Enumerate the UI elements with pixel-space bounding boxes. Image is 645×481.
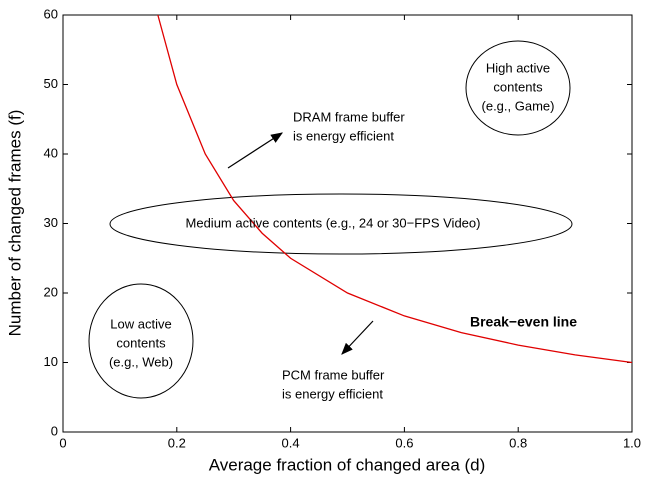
annotation: contents bbox=[493, 79, 543, 94]
ellipse bbox=[88, 283, 194, 399]
annotation: (e.g., Game) bbox=[482, 98, 555, 113]
annotation: is energy efficient bbox=[293, 128, 394, 143]
data-line bbox=[157, 14, 633, 364]
annotation: DRAM frame buffer bbox=[293, 109, 405, 124]
annotation: (e.g., Web) bbox=[109, 354, 173, 369]
y-tick-label: 60 bbox=[44, 6, 58, 21]
y-axis-label: Number of changed frames (f) bbox=[5, 110, 24, 337]
annotation: is energy efficient bbox=[282, 386, 383, 401]
x-tick-label: 0 bbox=[59, 435, 66, 450]
annotation: Low active bbox=[110, 316, 171, 331]
y-tick-label: 10 bbox=[44, 354, 58, 369]
annotation: PCM frame buffer bbox=[282, 367, 385, 382]
series-label: Break−even line bbox=[470, 314, 577, 330]
x-tick-label: 0.8 bbox=[509, 435, 527, 450]
annotation: contents bbox=[116, 335, 166, 350]
annotation: Medium active contents (e.g., 24 or 30−F… bbox=[186, 215, 481, 230]
x-axis-label: Average fraction of changed area (d) bbox=[209, 455, 486, 474]
y-tick-label: 20 bbox=[44, 284, 58, 299]
x-tick-label: 0.4 bbox=[282, 435, 300, 450]
ellipse bbox=[109, 193, 573, 255]
arrow bbox=[227, 132, 284, 169]
ellipse bbox=[465, 40, 571, 136]
x-tick-label: 0.6 bbox=[395, 435, 413, 450]
y-tick-label: 40 bbox=[44, 145, 58, 160]
y-tick-label: 30 bbox=[44, 215, 58, 230]
annotation: High active bbox=[486, 60, 550, 75]
y-tick-label: 50 bbox=[44, 76, 58, 91]
y-tick-label: 0 bbox=[51, 423, 58, 438]
arrow bbox=[341, 320, 374, 355]
x-tick-label: 1.0 bbox=[623, 435, 641, 450]
x-tick-label: 0.2 bbox=[168, 435, 186, 450]
